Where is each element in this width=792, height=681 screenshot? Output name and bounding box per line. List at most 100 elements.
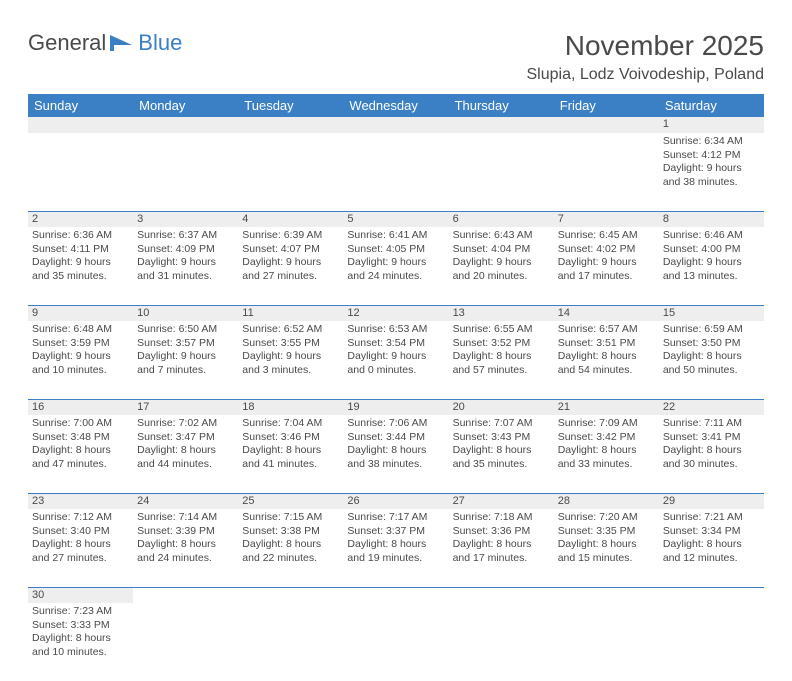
day-details: Sunrise: 6:55 AMSunset: 3:52 PMDaylight:… bbox=[449, 321, 554, 382]
day-header: Tuesday bbox=[238, 94, 343, 117]
day-details: Sunrise: 6:50 AMSunset: 3:57 PMDaylight:… bbox=[133, 321, 238, 382]
day-details: Sunrise: 7:06 AMSunset: 3:44 PMDaylight:… bbox=[343, 415, 448, 476]
day-details: Sunrise: 7:17 AMSunset: 3:37 PMDaylight:… bbox=[343, 509, 448, 570]
flag-icon bbox=[110, 33, 136, 53]
day-cell: Sunrise: 6:48 AMSunset: 3:59 PMDaylight:… bbox=[28, 321, 133, 399]
day-details: Sunrise: 7:00 AMSunset: 3:48 PMDaylight:… bbox=[28, 415, 133, 476]
day-number-cell: 13 bbox=[449, 305, 554, 321]
day-number-cell: 6 bbox=[449, 211, 554, 227]
day-cell: Sunrise: 7:04 AMSunset: 3:46 PMDaylight:… bbox=[238, 415, 343, 493]
day-details: Sunrise: 6:46 AMSunset: 4:00 PMDaylight:… bbox=[659, 227, 764, 288]
daynum-row: 23242526272829 bbox=[28, 493, 764, 509]
day-cell: Sunrise: 7:11 AMSunset: 3:41 PMDaylight:… bbox=[659, 415, 764, 493]
day-details: Sunrise: 7:14 AMSunset: 3:39 PMDaylight:… bbox=[133, 509, 238, 570]
day-number-cell: 7 bbox=[554, 211, 659, 227]
day-number-cell: 19 bbox=[343, 399, 448, 415]
day-details: Sunrise: 6:59 AMSunset: 3:50 PMDaylight:… bbox=[659, 321, 764, 382]
day-number-cell: 17 bbox=[133, 399, 238, 415]
calendar-table: SundayMondayTuesdayWednesdayThursdayFrid… bbox=[28, 94, 764, 681]
day-number-cell: 27 bbox=[449, 493, 554, 509]
day-number-cell: 8 bbox=[659, 211, 764, 227]
day-cell: Sunrise: 6:43 AMSunset: 4:04 PMDaylight:… bbox=[449, 227, 554, 305]
day-number-cell bbox=[133, 117, 238, 133]
day-details: Sunrise: 7:07 AMSunset: 3:43 PMDaylight:… bbox=[449, 415, 554, 476]
day-cell: Sunrise: 7:02 AMSunset: 3:47 PMDaylight:… bbox=[133, 415, 238, 493]
day-cell: Sunrise: 6:36 AMSunset: 4:11 PMDaylight:… bbox=[28, 227, 133, 305]
day-number-cell: 11 bbox=[238, 305, 343, 321]
day-details: Sunrise: 7:23 AMSunset: 3:33 PMDaylight:… bbox=[28, 603, 133, 664]
day-details: Sunrise: 6:53 AMSunset: 3:54 PMDaylight:… bbox=[343, 321, 448, 382]
day-cell: Sunrise: 7:20 AMSunset: 3:35 PMDaylight:… bbox=[554, 509, 659, 587]
day-cell bbox=[449, 603, 554, 681]
day-cell: Sunrise: 7:23 AMSunset: 3:33 PMDaylight:… bbox=[28, 603, 133, 681]
day-cell bbox=[343, 603, 448, 681]
day-cell bbox=[133, 133, 238, 211]
day-number-cell: 23 bbox=[28, 493, 133, 509]
day-details: Sunrise: 7:09 AMSunset: 3:42 PMDaylight:… bbox=[554, 415, 659, 476]
day-cell bbox=[343, 133, 448, 211]
day-header: Friday bbox=[554, 94, 659, 117]
day-number-cell: 18 bbox=[238, 399, 343, 415]
day-number-cell bbox=[28, 117, 133, 133]
month-title: November 2025 bbox=[526, 30, 764, 62]
day-details: Sunrise: 6:39 AMSunset: 4:07 PMDaylight:… bbox=[238, 227, 343, 288]
day-cell: Sunrise: 7:09 AMSunset: 3:42 PMDaylight:… bbox=[554, 415, 659, 493]
location: Slupia, Lodz Voivodeship, Poland bbox=[526, 66, 764, 84]
day-number-cell bbox=[343, 117, 448, 133]
day-header: Sunday bbox=[28, 94, 133, 117]
day-number-cell: 16 bbox=[28, 399, 133, 415]
day-header: Thursday bbox=[449, 94, 554, 117]
week-row: Sunrise: 7:12 AMSunset: 3:40 PMDaylight:… bbox=[28, 509, 764, 587]
day-number-cell bbox=[133, 587, 238, 603]
day-cell: Sunrise: 7:07 AMSunset: 3:43 PMDaylight:… bbox=[449, 415, 554, 493]
week-row: Sunrise: 7:23 AMSunset: 3:33 PMDaylight:… bbox=[28, 603, 764, 681]
day-cell: Sunrise: 7:18 AMSunset: 3:36 PMDaylight:… bbox=[449, 509, 554, 587]
day-cell: Sunrise: 6:39 AMSunset: 4:07 PMDaylight:… bbox=[238, 227, 343, 305]
day-details: Sunrise: 6:52 AMSunset: 3:55 PMDaylight:… bbox=[238, 321, 343, 382]
day-cell bbox=[554, 133, 659, 211]
day-cell: Sunrise: 6:34 AMSunset: 4:12 PMDaylight:… bbox=[659, 133, 764, 211]
day-details: Sunrise: 7:21 AMSunset: 3:34 PMDaylight:… bbox=[659, 509, 764, 570]
header: General Blue November 2025 Slupia, Lodz … bbox=[28, 30, 764, 84]
day-number-cell: 1 bbox=[659, 117, 764, 133]
logo: General Blue bbox=[28, 30, 182, 56]
daynum-row: 1 bbox=[28, 117, 764, 133]
day-details: Sunrise: 7:20 AMSunset: 3:35 PMDaylight:… bbox=[554, 509, 659, 570]
day-number-cell bbox=[343, 587, 448, 603]
day-number-cell: 10 bbox=[133, 305, 238, 321]
day-header: Monday bbox=[133, 94, 238, 117]
day-number-cell: 15 bbox=[659, 305, 764, 321]
day-cell bbox=[28, 133, 133, 211]
day-cell: Sunrise: 6:57 AMSunset: 3:51 PMDaylight:… bbox=[554, 321, 659, 399]
day-details: Sunrise: 6:41 AMSunset: 4:05 PMDaylight:… bbox=[343, 227, 448, 288]
day-details: Sunrise: 6:43 AMSunset: 4:04 PMDaylight:… bbox=[449, 227, 554, 288]
day-details: Sunrise: 7:02 AMSunset: 3:47 PMDaylight:… bbox=[133, 415, 238, 476]
daynum-row: 16171819202122 bbox=[28, 399, 764, 415]
day-cell: Sunrise: 6:41 AMSunset: 4:05 PMDaylight:… bbox=[343, 227, 448, 305]
day-details: Sunrise: 7:11 AMSunset: 3:41 PMDaylight:… bbox=[659, 415, 764, 476]
day-number-cell: 5 bbox=[343, 211, 448, 227]
day-number-cell: 2 bbox=[28, 211, 133, 227]
day-details: Sunrise: 6:36 AMSunset: 4:11 PMDaylight:… bbox=[28, 227, 133, 288]
day-number-cell: 24 bbox=[133, 493, 238, 509]
day-cell bbox=[238, 133, 343, 211]
day-cell: Sunrise: 6:46 AMSunset: 4:00 PMDaylight:… bbox=[659, 227, 764, 305]
day-cell bbox=[554, 603, 659, 681]
week-row: Sunrise: 7:00 AMSunset: 3:48 PMDaylight:… bbox=[28, 415, 764, 493]
day-cell: Sunrise: 7:06 AMSunset: 3:44 PMDaylight:… bbox=[343, 415, 448, 493]
day-number-cell: 20 bbox=[449, 399, 554, 415]
day-cell: Sunrise: 7:17 AMSunset: 3:37 PMDaylight:… bbox=[343, 509, 448, 587]
day-number-cell bbox=[238, 117, 343, 133]
day-header: Saturday bbox=[659, 94, 764, 117]
day-cell: Sunrise: 6:45 AMSunset: 4:02 PMDaylight:… bbox=[554, 227, 659, 305]
day-cell bbox=[449, 133, 554, 211]
daynum-row: 9101112131415 bbox=[28, 305, 764, 321]
day-number-cell: 30 bbox=[28, 587, 133, 603]
day-details: Sunrise: 7:15 AMSunset: 3:38 PMDaylight:… bbox=[238, 509, 343, 570]
day-cell: Sunrise: 6:50 AMSunset: 3:57 PMDaylight:… bbox=[133, 321, 238, 399]
day-number-cell bbox=[659, 587, 764, 603]
day-header: Wednesday bbox=[343, 94, 448, 117]
title-block: November 2025 Slupia, Lodz Voivodeship, … bbox=[526, 30, 764, 84]
day-number-cell: 25 bbox=[238, 493, 343, 509]
daynum-row: 2345678 bbox=[28, 211, 764, 227]
